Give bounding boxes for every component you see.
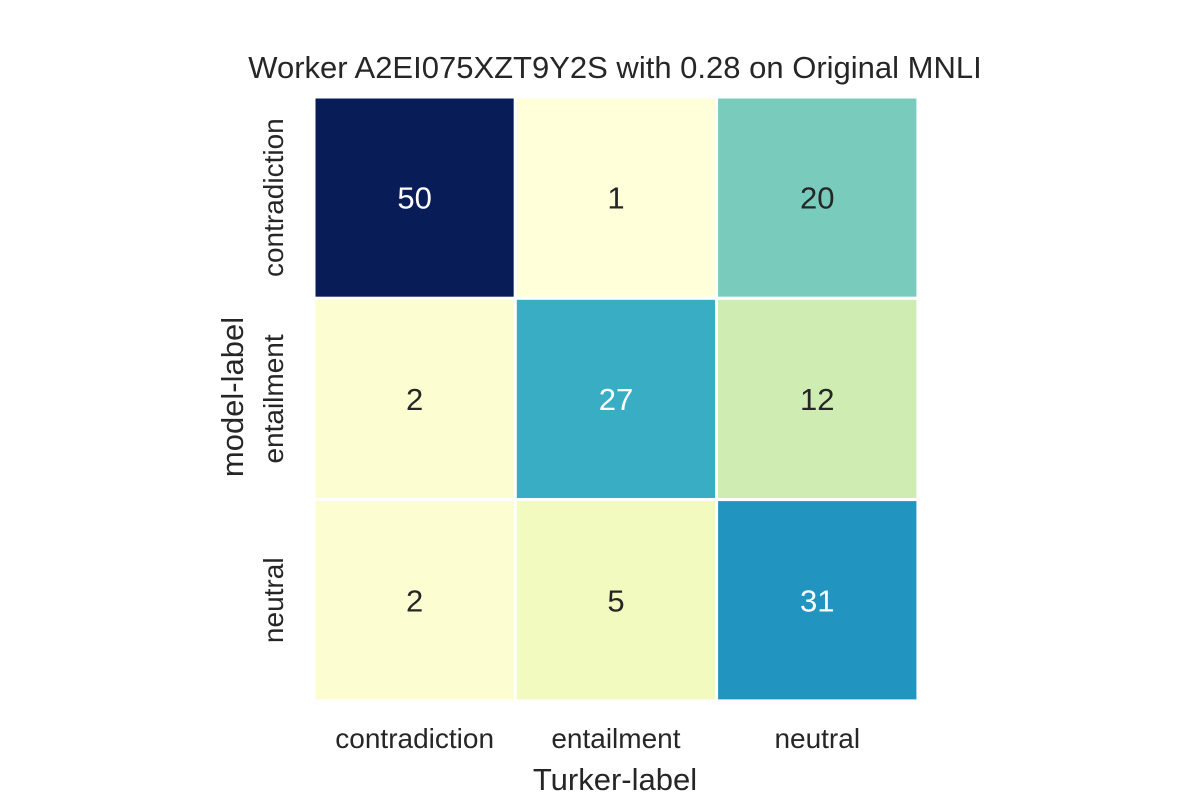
cell-value-label: 20 — [800, 181, 834, 216]
chart-title: Worker A2EI075XZT9Y2S with 0.28 on Origi… — [248, 50, 981, 85]
x-tick-label: contradiction — [335, 723, 494, 754]
cell-value-label: 1 — [607, 181, 624, 216]
heatmap-cell — [715, 498, 920, 703]
heatmap-cell — [312, 95, 517, 300]
y-axis-label: model-label — [215, 317, 250, 477]
cell-value-label: 2 — [406, 382, 423, 417]
heatmap-cell — [312, 498, 517, 703]
heatmap-cell — [312, 296, 517, 502]
y-tick-label: neutral — [258, 557, 289, 643]
heatmap-cell — [715, 296, 920, 502]
y-tick-label: entailment — [258, 334, 289, 463]
cell-value-label: 31 — [800, 583, 834, 618]
x-tick-label: entailment — [551, 723, 680, 754]
heatmap-cell — [513, 95, 719, 300]
cell-value-label: 2 — [406, 583, 423, 618]
x-tick-labels: contradiction entailment neutral — [335, 723, 860, 754]
x-tick-label: neutral — [774, 723, 860, 754]
y-tick-labels: contradiction entailment neutral — [258, 118, 289, 643]
y-tick-label: contradiction — [258, 118, 289, 277]
cell-value-label: 12 — [800, 382, 834, 417]
cell-value-label: 50 — [397, 181, 431, 216]
heatmap-cell — [715, 95, 920, 300]
heatmap-cells: 50 1 20 2 27 12 2 5 31 — [312, 95, 920, 703]
x-axis-label: Turker-label — [533, 762, 697, 797]
cell-value-label: 27 — [599, 382, 633, 417]
heatmap-cell — [513, 498, 719, 703]
cell-value-label: 5 — [607, 583, 624, 618]
